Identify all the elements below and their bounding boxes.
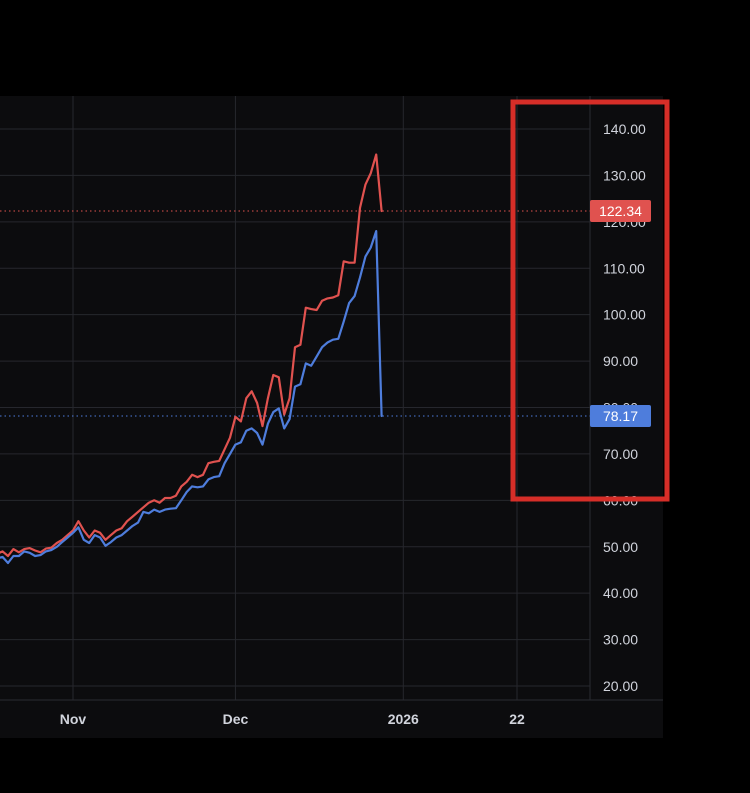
chart-background bbox=[0, 96, 663, 738]
y-tick-label: 30.00 bbox=[603, 632, 638, 648]
highlight-box bbox=[510, 99, 670, 502]
grid-lines bbox=[0, 96, 590, 700]
badge-background bbox=[590, 404, 651, 427]
series-line-1 bbox=[0, 230, 383, 565]
y-tick-label: 110.00 bbox=[603, 260, 645, 276]
y-tick-label: 70.00 bbox=[603, 446, 638, 462]
y-tick-label: 100.00 bbox=[603, 307, 646, 323]
last-price-lines bbox=[0, 210, 590, 417]
last-price-badge-1: 78.17 bbox=[590, 404, 651, 427]
time-axis: Nov Dec 2026 22 bbox=[60, 711, 525, 727]
y-tick-label: 40.00 bbox=[603, 585, 638, 601]
y-tick-label: 140.00 bbox=[603, 121, 646, 137]
last-price-badges: 122.34 78.17 bbox=[590, 199, 651, 427]
series-line-0 bbox=[0, 153, 383, 558]
y-tick-label: 90.00 bbox=[603, 353, 638, 369]
y-tick-label: 20.00 bbox=[603, 678, 638, 694]
y-tick-label: 50.00 bbox=[603, 539, 638, 555]
x-tick-label: Dec bbox=[223, 711, 249, 727]
badge-background bbox=[590, 199, 651, 222]
x-tick-label: 22 bbox=[509, 711, 525, 727]
last-price-label: 78.17 bbox=[603, 408, 638, 424]
last-price-badge-0: 122.34 bbox=[590, 199, 651, 222]
last-price-label: 122.34 bbox=[599, 203, 642, 219]
x-tick-label: 2026 bbox=[388, 711, 419, 727]
series-lines bbox=[0, 153, 383, 565]
x-tick-label: Nov bbox=[60, 711, 87, 727]
y-tick-label: 130.00 bbox=[603, 167, 646, 183]
